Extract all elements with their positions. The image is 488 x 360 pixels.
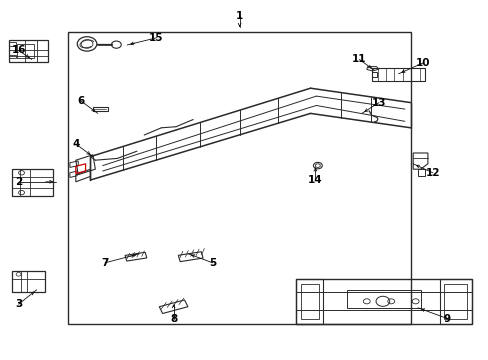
Text: 5: 5 xyxy=(209,258,216,268)
Text: 6: 6 xyxy=(77,96,84,106)
Text: 15: 15 xyxy=(149,33,163,43)
Text: 4: 4 xyxy=(72,139,80,149)
Text: 2: 2 xyxy=(15,177,22,187)
Text: 10: 10 xyxy=(415,58,429,68)
Text: 3: 3 xyxy=(15,299,22,309)
Text: 7: 7 xyxy=(101,258,109,268)
Text: 11: 11 xyxy=(351,54,366,64)
Text: 13: 13 xyxy=(371,98,386,108)
Text: 1: 1 xyxy=(236,11,243,21)
Text: 16: 16 xyxy=(11,45,26,55)
Text: 9: 9 xyxy=(443,314,450,324)
Text: 12: 12 xyxy=(425,168,439,178)
Text: 8: 8 xyxy=(170,314,177,324)
Text: 14: 14 xyxy=(307,175,322,185)
